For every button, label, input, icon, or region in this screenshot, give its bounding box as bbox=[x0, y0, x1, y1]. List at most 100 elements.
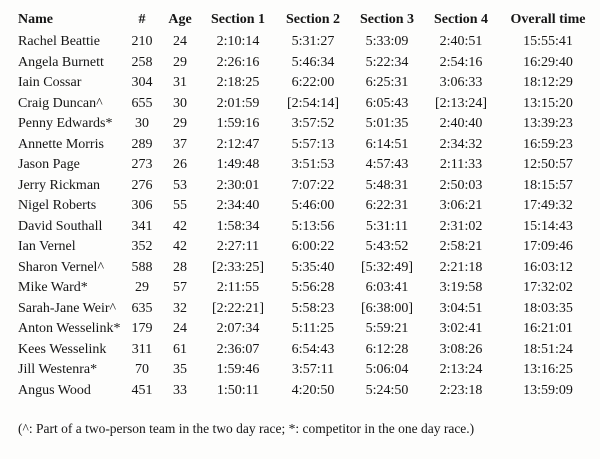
table-row: Penny Edwards* 30 29 1:59:16 3:57:52 5:01:35 2… bbox=[16, 114, 598, 135]
cell-value: 6:03:41 bbox=[365, 280, 409, 296]
cell-value: 258 bbox=[131, 54, 153, 70]
cell-value: 2:18:25 bbox=[216, 75, 260, 91]
table-row: Craig Duncan^ 655 30 2:01:59 [2:54:14] 6:05:4… bbox=[16, 94, 598, 115]
cell-value: 2:31:02 bbox=[439, 218, 483, 234]
cell-value: 3:02:41 bbox=[439, 321, 483, 337]
cell-value: 5:11:25 bbox=[291, 321, 335, 337]
cell-value: 18:12:29 bbox=[523, 75, 573, 91]
table-row: Jerry Rickman 276 53 2:30:01 7:07:22 5:48:31 2… bbox=[16, 176, 598, 197]
column-header-section-1: Section 1 bbox=[210, 12, 266, 27]
cell-value: 352 bbox=[131, 239, 153, 255]
cell-value: 13:59:09 bbox=[523, 382, 573, 398]
cell-value: 5:46:00 bbox=[291, 198, 335, 214]
cell-value: 2:10:14 bbox=[216, 34, 260, 50]
column-header-section-3: Section 3 bbox=[359, 12, 415, 27]
cell-value: 1:58:34 bbox=[216, 218, 260, 234]
cell-value: 15:14:43 bbox=[523, 218, 573, 234]
cell-value: 3:57:11 bbox=[291, 362, 335, 378]
cell-name: Sharon Vernel^ bbox=[18, 259, 105, 275]
cell-value: 5:59:21 bbox=[365, 321, 409, 337]
cell-value: 1:59:16 bbox=[216, 116, 260, 132]
cell-value: [6:38:00] bbox=[360, 300, 414, 316]
table-row: Sharon Vernel^ 588 28 [2:33:25] 5:35:40 [5:32… bbox=[16, 258, 598, 279]
cell-value: 5:58:23 bbox=[291, 300, 335, 316]
cell-value: [5:32:49] bbox=[360, 259, 414, 275]
cell-value: 2:12:47 bbox=[216, 136, 260, 152]
column-header--: # bbox=[138, 12, 146, 27]
cell-value: 2:54:16 bbox=[439, 54, 483, 70]
table-row: Iain Cossar 304 31 2:18:25 6:22:00 6:25:31 3:0… bbox=[16, 73, 598, 94]
cell-value: 1:49:48 bbox=[216, 157, 260, 173]
cell-value: 1:59:46 bbox=[216, 362, 260, 378]
cell-value: 2:40:51 bbox=[439, 34, 483, 50]
table-row: Sarah-Jane Weir^ 635 32 [2:22:21] 5:58:23 [6:… bbox=[16, 299, 598, 320]
cell-value: [2:13:24] bbox=[434, 95, 488, 111]
cell-name: Iain Cossar bbox=[18, 75, 82, 91]
cell-value: 13:39:23 bbox=[523, 116, 573, 132]
cell-name: Nigel Roberts bbox=[18, 198, 97, 214]
cell-value: 2:07:34 bbox=[216, 321, 260, 337]
cell-value: 3:19:58 bbox=[439, 280, 483, 296]
column-header-age: Age bbox=[168, 12, 192, 27]
table-body: Rachel Beattie 210 24 2:10:14 5:31:27 5:33:09… bbox=[16, 32, 598, 401]
cell-value: 3:57:52 bbox=[291, 116, 335, 132]
cell-value: 588 bbox=[131, 259, 153, 275]
cell-value: 28 bbox=[173, 259, 187, 275]
table-row: Angus Wood 451 33 1:50:11 4:20:50 5:24:50 2:23… bbox=[16, 381, 598, 402]
cell-value: 2:11:55 bbox=[216, 280, 260, 296]
table-row: Mike Ward* 29 57 2:11:55 5:56:28 6:03:41 3:19:… bbox=[16, 278, 598, 299]
table-row: Anton Wesselink* 179 24 2:07:34 5:11:25 5:59:… bbox=[16, 319, 598, 340]
cell-value: 2:30:01 bbox=[216, 177, 260, 193]
cell-value: 5:56:28 bbox=[291, 280, 335, 296]
cell-value: 24 bbox=[173, 34, 187, 50]
cell-value: 5:24:50 bbox=[365, 382, 409, 398]
cell-value: 37 bbox=[173, 136, 187, 152]
column-header-name: Name bbox=[18, 12, 53, 27]
cell-value: 5:43:52 bbox=[365, 239, 409, 255]
cell-value: 6:12:28 bbox=[365, 341, 409, 357]
table-row: Ian Vernel 352 42 2:27:11 6:00:22 5:43:52 2:58… bbox=[16, 237, 598, 258]
cell-value: 18:03:35 bbox=[523, 300, 573, 316]
cell-value: 17:32:02 bbox=[523, 280, 573, 296]
cell-value: 5:01:35 bbox=[365, 116, 409, 132]
cell-value: 5:31:27 bbox=[291, 34, 335, 50]
table-row: Jill Westenra* 70 35 1:59:46 3:57:11 5:06:04 2… bbox=[16, 360, 598, 381]
cell-value: 5:35:40 bbox=[291, 259, 335, 275]
cell-value: 2:26:16 bbox=[216, 54, 260, 70]
cell-value: 6:00:22 bbox=[291, 239, 335, 255]
cell-value: 6:14:51 bbox=[365, 136, 409, 152]
cell-value: 210 bbox=[131, 34, 153, 50]
cell-value: 273 bbox=[131, 157, 153, 173]
cell-value: 32 bbox=[173, 300, 187, 316]
cell-value: 5:22:34 bbox=[365, 54, 409, 70]
cell-name: Angus Wood bbox=[18, 382, 91, 398]
cell-value: 5:57:13 bbox=[291, 136, 335, 152]
cell-value: 3:08:26 bbox=[439, 341, 483, 357]
cell-value: 311 bbox=[131, 341, 153, 357]
cell-value: 2:40:40 bbox=[439, 116, 483, 132]
cell-value: 306 bbox=[131, 198, 153, 214]
cell-value: 2:27:11 bbox=[216, 239, 260, 255]
cell-value: 6:05:43 bbox=[365, 95, 409, 111]
cell-value: 42 bbox=[173, 239, 187, 255]
cell-value: 30 bbox=[173, 95, 187, 111]
cell-value: 5:33:09 bbox=[365, 34, 409, 50]
cell-value: 635 bbox=[131, 300, 153, 316]
cell-value: 24 bbox=[173, 321, 187, 337]
cell-value: 16:29:40 bbox=[523, 54, 573, 70]
cell-value: 6:22:00 bbox=[291, 75, 335, 91]
cell-value: 29 bbox=[173, 116, 187, 132]
cell-value: 5:46:34 bbox=[291, 54, 335, 70]
table-row: Angela Burnett 258 29 2:26:16 5:46:34 5:22:34… bbox=[16, 53, 598, 74]
cell-name: Penny Edwards* bbox=[18, 116, 113, 132]
cell-name: Mike Ward* bbox=[18, 280, 88, 296]
cell-value: 57 bbox=[173, 280, 187, 296]
cell-value: 655 bbox=[131, 95, 153, 111]
cell-value: 29 bbox=[173, 54, 187, 70]
cell-value: 2:23:18 bbox=[439, 382, 483, 398]
cell-value: [2:22:21] bbox=[211, 300, 265, 316]
cell-value: 6:22:31 bbox=[365, 198, 409, 214]
cell-name: Craig Duncan^ bbox=[18, 95, 103, 111]
cell-value: 2:34:32 bbox=[439, 136, 483, 152]
